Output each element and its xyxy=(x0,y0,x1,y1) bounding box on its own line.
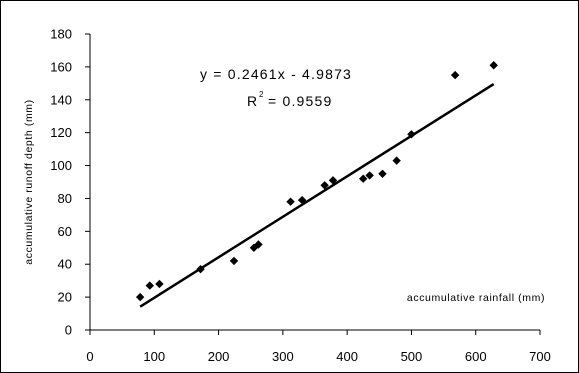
r-squared-exponent: 2 xyxy=(259,90,264,99)
y-axis-title: accumulative runoff depth (mm) xyxy=(23,99,35,264)
x-tick-label: 300 xyxy=(272,349,294,364)
r-squared-prefix: R xyxy=(247,93,258,109)
y-tick-label: 20 xyxy=(58,290,72,305)
x-axis-title: accumulative rainfall (mm) xyxy=(407,292,545,304)
data-point-diamond xyxy=(145,281,154,290)
y-tick-label: 140 xyxy=(50,92,72,107)
data-point-diamond xyxy=(196,264,205,274)
data-point-diamond xyxy=(450,70,460,80)
x-tick-label: 700 xyxy=(529,349,551,364)
y-axis-ticks: 0 20 40 60 80 100 120 140 160 180 xyxy=(50,27,90,338)
data-point-diamond xyxy=(392,156,401,165)
y-tick-label: 40 xyxy=(58,257,72,272)
data-point-diamond xyxy=(135,292,145,302)
x-tick-label: 400 xyxy=(336,349,358,364)
x-tick-label: 600 xyxy=(465,349,487,364)
data-point-diamond xyxy=(328,176,338,185)
x-tick-label: 200 xyxy=(208,349,230,364)
y-tick-label: 180 xyxy=(50,27,72,42)
data-point-diamond xyxy=(229,256,239,266)
data-point-diamond xyxy=(286,197,295,206)
data-point-diamond xyxy=(155,279,164,289)
x-tick-label: 100 xyxy=(143,349,165,364)
y-tick-label: 100 xyxy=(50,158,72,173)
data-point-diamond xyxy=(254,240,263,249)
x-axis-ticks: 0 100 200 300 400 500 600 700 xyxy=(86,330,551,364)
y-tick-label: 120 xyxy=(50,125,72,140)
data-point-diamond xyxy=(378,169,387,178)
trendline-equation: y = 0.2461x - 4.9873 xyxy=(200,66,352,82)
y-tick-label: 160 xyxy=(50,59,72,74)
data-points xyxy=(135,61,498,302)
data-point-diamond xyxy=(297,195,307,205)
y-tick-label: 80 xyxy=(58,191,72,206)
y-tick-label: 0 xyxy=(65,323,72,338)
data-point-diamond xyxy=(489,61,498,70)
data-point-diamond xyxy=(320,181,329,190)
data-point-diamond xyxy=(359,174,368,183)
x-tick-label: 500 xyxy=(401,349,423,364)
r-squared-value: = 0.9559 xyxy=(268,93,333,109)
data-point-diamond xyxy=(365,171,374,180)
x-tick-label: 0 xyxy=(86,349,93,364)
y-tick-label: 60 xyxy=(58,224,72,239)
data-point-diamond xyxy=(407,130,416,139)
